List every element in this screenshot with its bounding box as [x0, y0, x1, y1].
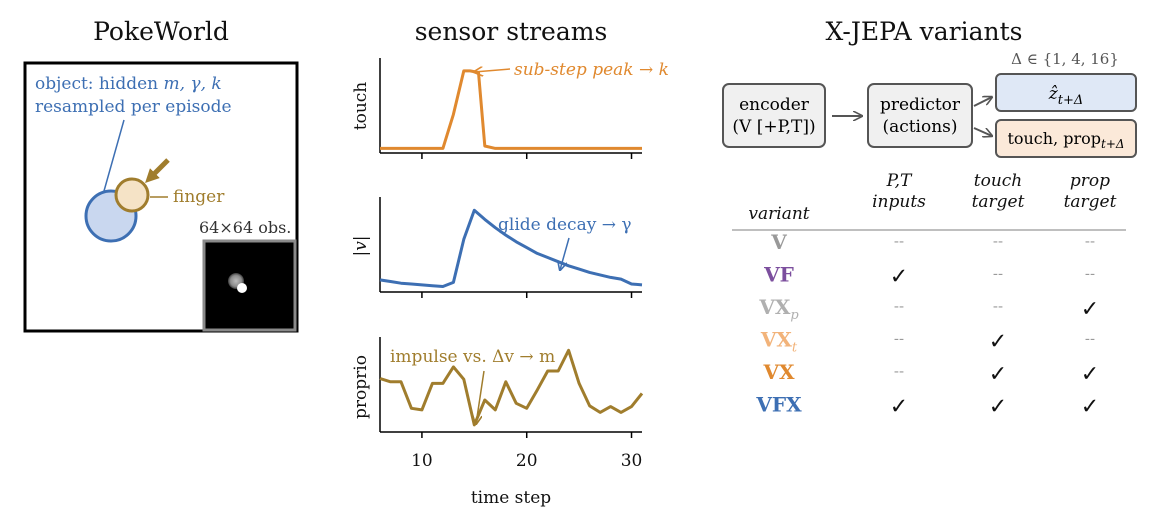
variant-table: V -- -- -- VF ✓ -- -- VXp -- -- ✓ VXt -- ✓ -- VX -- ✓ ✓ VFX ✓… — [755, 230, 1099, 420]
predictor-to-sensor-arrow — [973, 127, 992, 136]
delta-label: Δ ∈ {1, 4, 16} — [1011, 50, 1119, 68]
cell-check: ✓ — [989, 330, 1007, 355]
variant-label: VF — [763, 263, 794, 287]
variants-title: X-JEPA variants — [825, 17, 1022, 46]
x-ticks: 10 20 30 — [411, 153, 642, 471]
observation-thumbnail — [202, 239, 297, 332]
object-label-line1: object: hidden m, γ, k — [35, 74, 222, 94]
cell-check: ✓ — [1081, 362, 1099, 387]
cell-dash: -- — [1085, 232, 1095, 250]
predictor-to-latent-arrow — [973, 97, 992, 107]
header-col3-line2: target — [1064, 192, 1117, 212]
predictor-label-line1: predictor — [880, 95, 961, 115]
variant-label: VX — [762, 360, 795, 384]
pokeworld-panel: PokeWorld object: hidden m, γ, k resampl… — [23, 17, 299, 333]
cell-dash: -- — [1085, 265, 1095, 283]
observation-finger-blob — [237, 283, 247, 293]
proprio-annotation: impulse vs. Δv → m — [390, 347, 555, 367]
cell-check: ✓ — [989, 395, 1007, 420]
variant-label: VFX — [755, 393, 802, 417]
cell-dash: -- — [993, 297, 1003, 315]
pokeworld-arena — [23, 61, 299, 333]
variant-label: VXt — [760, 328, 798, 356]
touch-annotation-arrow — [474, 69, 511, 72]
x-tick-label: 10 — [411, 451, 433, 471]
touch-ylabel: touch — [351, 82, 371, 131]
encoder-label-line1: encoder — [739, 95, 810, 115]
sensor-target-box — [995, 119, 1137, 158]
cell-check: ✓ — [1081, 297, 1099, 322]
x-tick-label: 20 — [516, 451, 538, 471]
obs-size-label: 64×64 obs. — [199, 218, 291, 237]
header-col3-line1: prop — [1070, 171, 1110, 191]
touch-series-line — [380, 69, 642, 150]
proprio-series-line — [379, 348, 644, 427]
x-tick-label: 30 — [621, 451, 643, 471]
header-col2-line2: target — [972, 192, 1025, 212]
proprio-annotation-arrow — [476, 370, 485, 424]
variants-panel: X-JEPA variants Δ ∈ {1, 4, 16} encoder (… — [722, 17, 1137, 420]
sensor-target-label: touch, propt+Δ — [1007, 129, 1124, 151]
cell-check: ✓ — [890, 395, 908, 420]
variant-label: V — [770, 230, 787, 254]
cell-check: ✓ — [1081, 395, 1099, 420]
header-variant: variant — [748, 204, 809, 224]
sensor-title: sensor streams — [415, 17, 608, 46]
proprio-ylabel: proprio — [351, 355, 371, 419]
cell-dash: -- — [993, 265, 1003, 283]
cell-dash: -- — [894, 297, 904, 315]
sensor-xlabel: time step — [471, 488, 551, 508]
finger-label: finger — [173, 187, 225, 207]
velocity-annotation-arrow — [560, 237, 570, 270]
predictor-label-line2: (actions) — [882, 117, 957, 137]
object-leader-line — [103, 119, 125, 192]
sensor-streams-panel: sensor streams touch sub-step peak → k |… — [351, 17, 669, 508]
finger-disc — [114, 177, 150, 213]
latent-target-box — [995, 73, 1137, 112]
velocity-series-line — [379, 208, 643, 288]
cell-check: ✓ — [890, 265, 908, 290]
predictor-box — [867, 83, 973, 148]
poke-direction-arrow — [145, 158, 170, 183]
header-col1-line1: P,T — [886, 171, 913, 191]
proprio-plot: proprio impulse vs. Δv → m — [351, 337, 644, 433]
velocity-ylabel: |v| — [351, 235, 371, 256]
cell-dash: -- — [894, 330, 904, 348]
touch-plot: touch sub-step peak → k — [351, 58, 669, 154]
object-label-line2: resampled per episode — [35, 97, 232, 117]
encoder-box — [722, 83, 826, 148]
velocity-annotation: glide decay → γ — [498, 215, 632, 235]
variant-label: VXp — [758, 295, 799, 323]
encoder-label-line2: (V [+P,T]) — [732, 117, 815, 137]
header-col1-line2: inputs — [872, 192, 926, 212]
cell-check: ✓ — [989, 362, 1007, 387]
latent-target-label: ẑt+Δ — [1048, 84, 1083, 108]
touch-annotation: sub-step peak → k — [514, 60, 669, 80]
pokeworld-title: PokeWorld — [93, 17, 229, 46]
header-col2-line1: touch — [974, 171, 1023, 191]
velocity-plot: |v| glide decay → γ — [351, 197, 643, 293]
cell-dash: -- — [894, 232, 904, 250]
cell-dash: -- — [894, 362, 904, 380]
cell-dash: -- — [1085, 330, 1095, 348]
cell-dash: -- — [993, 232, 1003, 250]
